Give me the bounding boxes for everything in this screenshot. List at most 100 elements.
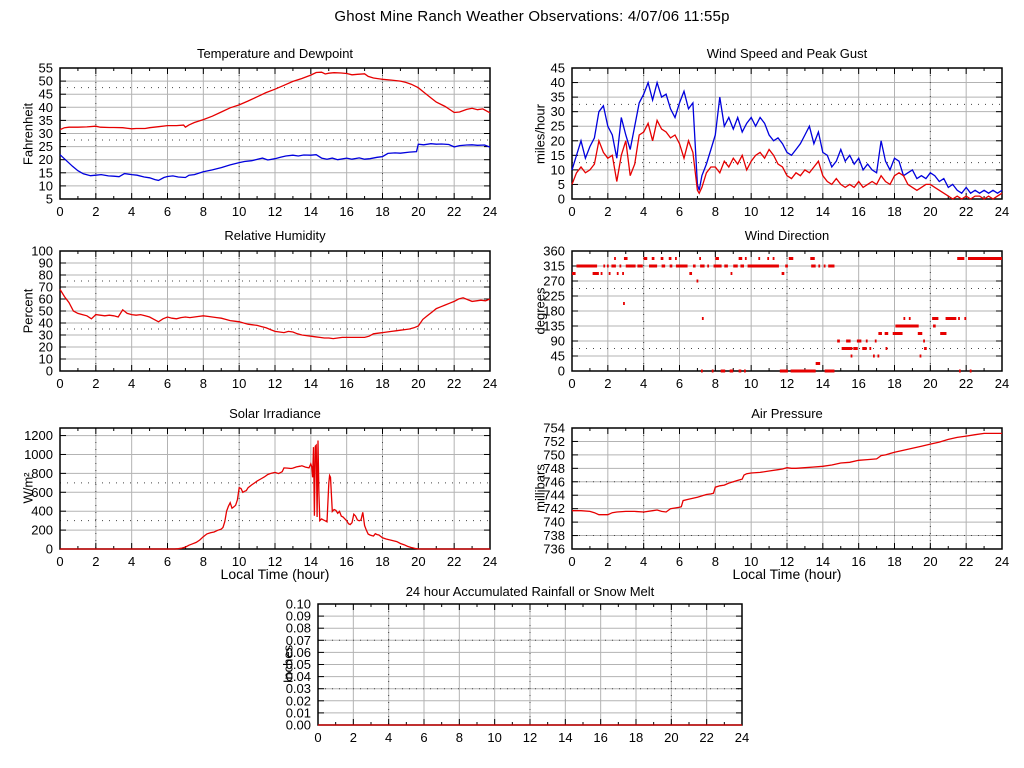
- tick-label: 0: [568, 204, 575, 219]
- tick-label: 30: [39, 328, 53, 343]
- tick-label: 0: [558, 364, 565, 379]
- tick-label: 90: [551, 334, 565, 349]
- tick-label: 0: [56, 376, 63, 391]
- tick-label: 22: [959, 204, 973, 219]
- chart-rainfall: 24 hour Accumulated Rainfall or Snow Mel…: [268, 580, 768, 750]
- tick-label: 10: [232, 554, 246, 569]
- tick-label: 6: [676, 554, 683, 569]
- tick-label: 16: [339, 204, 353, 219]
- tick-label: 15: [39, 165, 53, 180]
- tick-label: 10: [744, 554, 758, 569]
- tick-label: 24: [483, 376, 497, 391]
- chart-title: Wind Direction: [744, 228, 830, 243]
- tick-label: 0: [56, 554, 63, 569]
- tick-label: 12: [780, 376, 794, 391]
- tick-label: 2: [92, 204, 99, 219]
- tick-label: 12: [780, 554, 794, 569]
- tick-label: 2: [92, 554, 99, 569]
- tick-label: 14: [816, 554, 830, 569]
- tick-label: 10: [39, 178, 53, 193]
- tick-label: 22: [699, 730, 713, 745]
- tick-label: 14: [304, 376, 318, 391]
- plot-area: 0 2 4 6 8 10 12 14 16 18 20 22 240200400600800100012…: [24, 427, 497, 569]
- tick-label: 736: [543, 542, 565, 557]
- tick-label: 35: [551, 90, 565, 105]
- tick-label: 315: [543, 259, 565, 274]
- tick-label: 24: [483, 554, 497, 569]
- tick-label: 12: [268, 554, 282, 569]
- tick-label: 22: [959, 554, 973, 569]
- tick-label: 4: [640, 204, 647, 219]
- tick-label: 18: [375, 376, 389, 391]
- tick-label: 800: [31, 466, 53, 481]
- tick-label: 270: [543, 274, 565, 289]
- tick-label: 20: [551, 133, 565, 148]
- tick-label: 16: [851, 204, 865, 219]
- tick-label: 24: [995, 204, 1009, 219]
- tick-label: 180: [543, 304, 565, 319]
- tick-label: 0: [568, 554, 575, 569]
- tick-label: 360: [543, 244, 565, 259]
- page-title: Ghost Mine Ranch Weather Observations: 4…: [334, 8, 730, 25]
- series-peak-gust: [571, 80, 1003, 195]
- chart-title: Temperature and Dewpoint: [196, 46, 354, 61]
- tick-label: 22: [447, 204, 461, 219]
- tick-label: 0.00: [286, 718, 311, 733]
- tick-label: 14: [558, 730, 572, 745]
- tick-label: 30: [551, 104, 565, 119]
- tick-label: 8: [712, 204, 719, 219]
- tick-label: 20: [39, 152, 53, 167]
- tick-label: 14: [304, 554, 318, 569]
- tick-label: 400: [31, 504, 53, 519]
- tick-label: 25: [551, 119, 565, 134]
- tick-label: 40: [39, 316, 53, 331]
- tick-label: 18: [887, 554, 901, 569]
- tick-label: 20: [923, 204, 937, 219]
- tick-label: 10: [232, 376, 246, 391]
- tick-label: 1200: [24, 428, 53, 443]
- tick-label: 0: [56, 204, 63, 219]
- tick-label: 752: [543, 434, 565, 449]
- tick-label: 754: [543, 421, 565, 436]
- tick-label: 4: [640, 554, 647, 569]
- tick-label: 2: [604, 204, 611, 219]
- chart-title: Wind Speed and Peak Gust: [706, 46, 868, 61]
- tick-label: 45: [551, 349, 565, 364]
- chart-wind-direction: Wind Direction degrees 0 2 4 6 8 10 12 14 16 18 20…: [522, 223, 1022, 393]
- tick-label: 12: [268, 376, 282, 391]
- series-solar-irradiance: [60, 440, 490, 550]
- tick-label: 10: [39, 352, 53, 367]
- series-humidity: [59, 289, 491, 340]
- plot-area: 0 2 4 6 8 10 12 14 16 18 20 22 240.000.010.020.030.0…: [286, 597, 750, 746]
- tick-label: 40: [39, 100, 53, 115]
- tick-label: 20: [411, 204, 425, 219]
- tick-label: 200: [31, 523, 53, 538]
- tick-label: 748: [543, 461, 565, 476]
- tick-label: 20: [923, 554, 937, 569]
- tick-label: 225: [543, 289, 565, 304]
- tick-label: 22: [447, 376, 461, 391]
- chart-relative-humidity: Relative Humidity Percent 0 2 4 6 8 10 12 14 16 1…: [10, 223, 510, 393]
- tick-label: 0: [558, 192, 565, 207]
- tick-label: 0.03: [286, 681, 311, 696]
- tick-label: 8: [712, 554, 719, 569]
- plot-area: 0 2 4 6 8 10 12 14 16 18 20 22 247367387407427447467…: [543, 421, 1009, 570]
- tick-label: 10: [744, 376, 758, 391]
- tick-label: 8: [200, 554, 207, 569]
- tick-label: 24: [735, 730, 749, 745]
- tick-label: 20: [664, 730, 678, 745]
- tick-label: 100: [31, 244, 53, 259]
- tick-label: 12: [268, 204, 282, 219]
- tick-label: 15: [551, 148, 565, 163]
- tick-label: 18: [375, 204, 389, 219]
- chart-solar-irradiance: Solar Irradiance W/m² Local Time (hour) …: [10, 400, 510, 590]
- tick-label: 8: [712, 376, 719, 391]
- x-axis-label: Local Time (hour): [732, 566, 842, 582]
- tick-label: 14: [816, 376, 830, 391]
- tick-label: 16: [593, 730, 607, 745]
- chart-air-pressure: Air Pressure millibars Local Time (hour)…: [522, 400, 1022, 590]
- tick-label: 90: [39, 256, 53, 271]
